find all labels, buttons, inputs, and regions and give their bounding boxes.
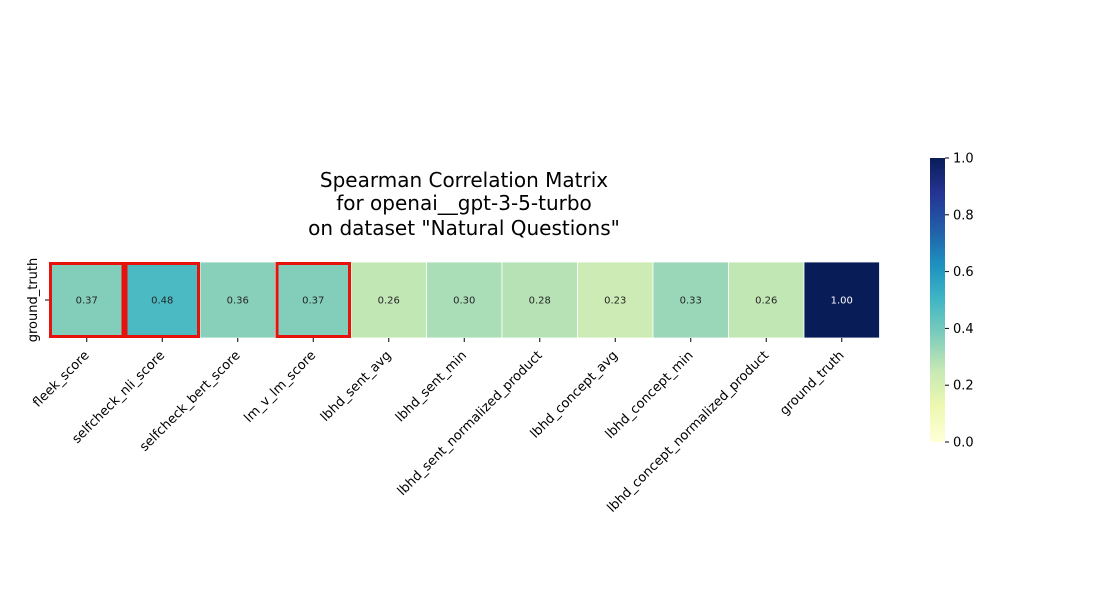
cell-value-label-lbhd_sent_min: 0.30: [453, 296, 475, 307]
heatmap-cell-lm_v_lm_score: [275, 261, 352, 339]
colorbar-tick-label: 0.8: [953, 208, 974, 223]
heatmap-cell-lbhd_sent_avg: [350, 261, 427, 339]
x-tick-label-lbhd_concept_normalized_product: lbhd_concept_normalized_product: [605, 348, 773, 516]
heatmap-highlights: [49, 262, 351, 338]
cell-value-label-lm_v_lm_score: 0.37: [302, 296, 324, 307]
colorbar-tick-label: 0.0: [953, 436, 974, 451]
colorbar-tick-label: 0.2: [953, 379, 974, 394]
chart-title-line-1: Spearman Correlation Matrix: [320, 168, 608, 192]
heatmap-cell-lbhd_concept_normalized_product: [728, 261, 805, 339]
x-tick-label-fleek_score: fleek_score: [30, 348, 92, 410]
x-tick-label-lbhd_sent_avg: lbhd_sent_avg: [318, 348, 395, 425]
colorbar-tick-label: 1.0: [953, 152, 974, 167]
cell-value-label-lbhd_concept_min: 0.33: [680, 296, 702, 307]
colorbar-tick-label: 0.6: [953, 265, 974, 280]
chart-title-line-2: for openai__gpt-3-5-turbo: [336, 191, 592, 215]
highlight-box-selfcheck_nli_score: [124, 262, 200, 338]
cell-value-label-selfcheck_bert_score: 0.36: [227, 296, 249, 307]
x-tick-label-lbhd_sent_normalized_product: lbhd_sent_normalized_product: [395, 348, 546, 499]
highlight-box-fleek_score: [49, 262, 125, 338]
heatmap-cell-fleek_score: [48, 261, 125, 339]
heatmap-cell-selfcheck_bert_score: [199, 261, 276, 339]
y-axis: ground_truth: [26, 258, 49, 343]
cell-value-label-selfcheck_nli_score: 0.48: [151, 296, 173, 307]
cell-value-label-lbhd_concept_normalized_product: 0.26: [755, 296, 777, 307]
x-tick-label-lbhd_sent_min: lbhd_sent_min: [393, 348, 470, 425]
heatmap-cell-lbhd_concept_avg: [577, 261, 654, 339]
x-axis: fleek_scoreselfcheck_nli_scoreselfcheck_…: [30, 338, 848, 516]
x-tick-label-lm_v_lm_score: lm_v_lm_score: [242, 348, 320, 426]
heatmap-cell-lbhd_sent_min: [426, 261, 503, 339]
colorbar-gradient: [930, 158, 945, 442]
heatmap-cell-selfcheck_nli_score: [124, 261, 201, 339]
chart-title: Spearman Correlation Matrix for openai__…: [308, 168, 620, 240]
cell-value-label-lbhd_sent_normalized_product: 0.28: [529, 296, 551, 307]
chart-title-line-3: on dataset "Natural Questions": [308, 216, 620, 240]
highlight-box-lm_v_lm_score: [275, 262, 351, 338]
x-tick-label-ground_truth: ground_truth: [777, 348, 847, 418]
heatmap-cells: 0.37 0.48 0.36 0.37 0.26 0.30 0.28 0.23 0.33 0.26…: [48, 261, 880, 339]
colorbar: 0.0 0.2 0.4 0.6 0.8 1.0: [930, 152, 974, 451]
cell-value-label-fleek_score: 0.37: [76, 296, 98, 307]
cell-value-label-lbhd_concept_avg: 0.23: [604, 296, 626, 307]
cell-value-label-lbhd_sent_avg: 0.26: [378, 296, 400, 307]
y-tick-label: ground_truth: [26, 258, 41, 343]
heatmap-cell-ground_truth: [803, 261, 880, 339]
colorbar-tick-label: 0.4: [953, 322, 974, 337]
cell-value-label-ground_truth: 1.00: [831, 296, 853, 307]
